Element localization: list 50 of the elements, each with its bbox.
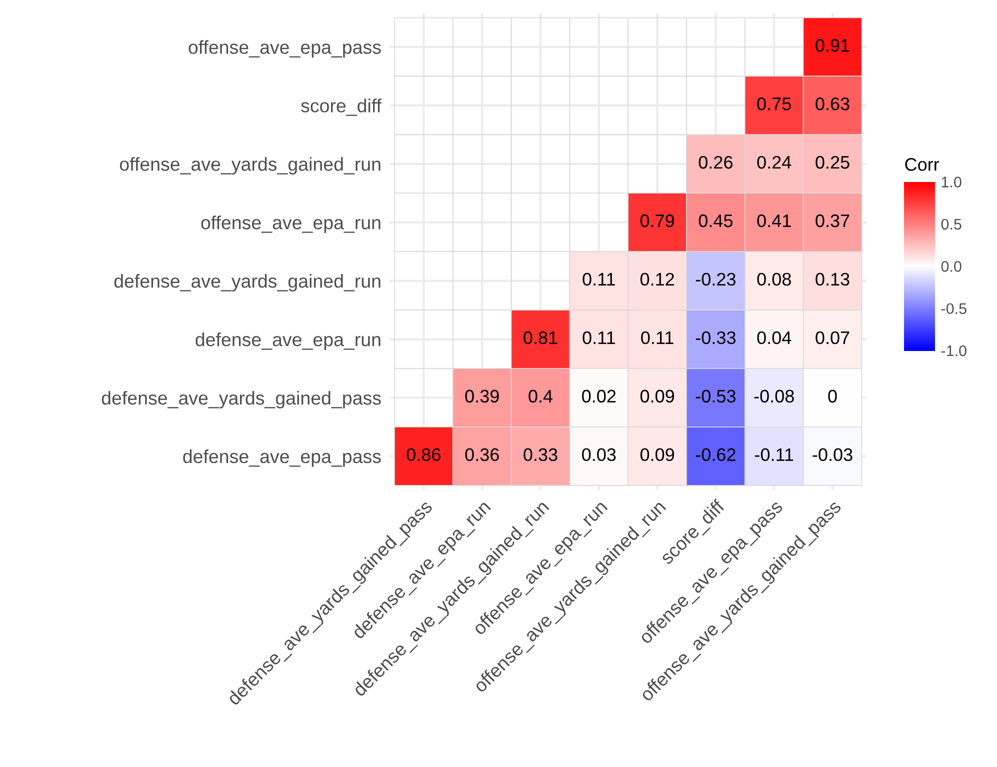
y-tick-label: defense_ave_yards_gained_pass xyxy=(102,390,381,408)
data-label: 0.12 xyxy=(640,272,674,286)
color-bar-label: -0.5 xyxy=(941,303,966,314)
data-label: 0.41 xyxy=(757,214,791,228)
data-label: 0.26 xyxy=(698,156,732,169)
data-label: 0.91 xyxy=(816,39,850,52)
data-label: 0 xyxy=(828,390,837,403)
data-label: 0.11 xyxy=(582,272,615,286)
data-label: 0.24 xyxy=(757,156,792,169)
data-label: 0.39 xyxy=(465,390,499,403)
data-label: 0.79 xyxy=(640,214,674,228)
data-label: 0.13 xyxy=(816,272,850,286)
color-bar-label: 0.5 xyxy=(941,218,962,230)
data-label: 0.07 xyxy=(816,331,850,344)
data-label: 0.25 xyxy=(816,156,850,169)
data-label: 0.86 xyxy=(406,448,440,462)
data-label: 0.37 xyxy=(816,214,850,228)
data-label: 0.33 xyxy=(524,448,558,462)
data-label: -0.23 xyxy=(696,272,736,286)
data-label: -0.11 xyxy=(755,448,794,462)
data-label: 0.11 xyxy=(582,331,615,344)
y-tick-label: offense_ave_yards_gained_run xyxy=(120,157,380,175)
data-label: -0.03 xyxy=(812,448,852,462)
color-bar-label: 1.0 xyxy=(942,176,962,188)
y-tick-label: offense_ave_epa_pass xyxy=(188,40,381,58)
data-label: 0.11 xyxy=(641,331,674,344)
color-bar-label: -1.0 xyxy=(941,345,966,356)
data-label: 0.63 xyxy=(816,97,850,110)
data-label: 0.02 xyxy=(582,390,616,403)
data-label: 0.45 xyxy=(698,214,733,228)
data-label: 0.04 xyxy=(757,331,792,344)
data-label: -0.53 xyxy=(696,390,736,403)
color-bar-label: 0.0 xyxy=(941,261,962,272)
data-label: -0.62 xyxy=(696,448,736,462)
data-label: 0.4 xyxy=(528,390,553,403)
data-label: 0.09 xyxy=(640,448,674,462)
data-label: 0.75 xyxy=(757,97,791,110)
data-label: -0.08 xyxy=(754,390,794,403)
data-label: -0.33 xyxy=(696,331,736,344)
data-label: 0.08 xyxy=(757,272,791,286)
y-tick-label: defense_ave_epa_run xyxy=(196,332,380,350)
y-tick-label: defense_ave_epa_pass xyxy=(183,449,381,467)
data-label: 0.81 xyxy=(524,331,558,344)
color-bar-title: Corr xyxy=(905,158,940,171)
y-tick-label: score_diff xyxy=(301,98,382,116)
data-label: 0.03 xyxy=(582,448,616,462)
y-tick-label: defense_ave_yards_gained_run xyxy=(114,274,380,292)
data-label: 0.36 xyxy=(465,448,499,462)
data-label: 0.09 xyxy=(640,390,674,403)
y-tick-label: offense_ave_epa_run xyxy=(201,216,380,234)
